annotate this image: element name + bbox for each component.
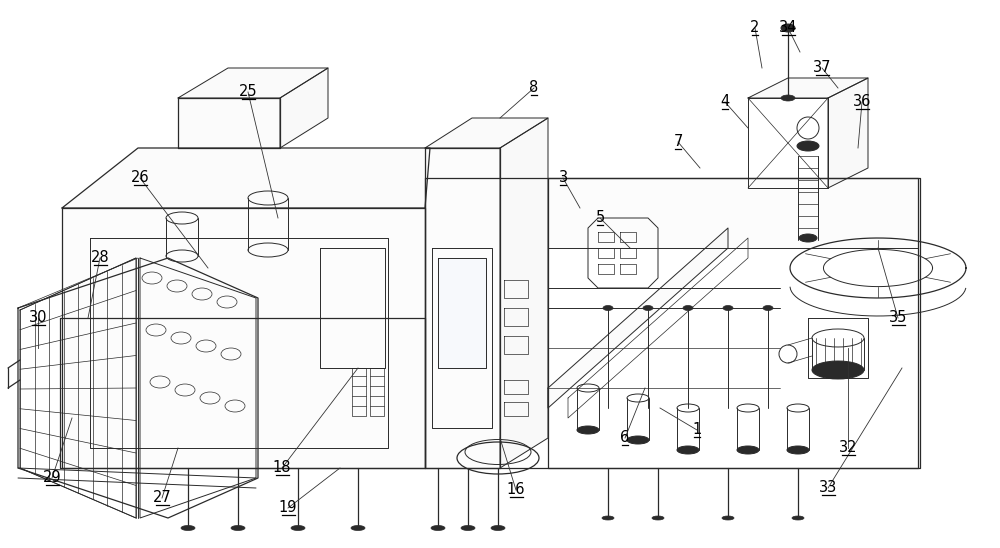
Polygon shape (62, 148, 430, 208)
Polygon shape (500, 118, 548, 468)
Polygon shape (548, 228, 728, 408)
Ellipse shape (787, 446, 809, 454)
Ellipse shape (627, 436, 649, 444)
Text: 19: 19 (279, 500, 297, 516)
Polygon shape (438, 258, 486, 368)
Ellipse shape (291, 526, 305, 530)
Text: 28: 28 (91, 250, 109, 265)
Text: 33: 33 (819, 481, 837, 495)
Text: 18: 18 (273, 460, 291, 476)
Ellipse shape (431, 526, 445, 530)
Text: 35: 35 (889, 311, 907, 326)
Ellipse shape (723, 305, 733, 311)
Text: 36: 36 (853, 94, 871, 110)
Text: 1: 1 (692, 423, 702, 437)
Text: 25: 25 (239, 84, 257, 100)
Text: 5: 5 (595, 210, 605, 225)
Text: 8: 8 (529, 81, 539, 95)
Ellipse shape (602, 516, 614, 520)
Text: 37: 37 (813, 60, 831, 76)
Text: 7: 7 (673, 134, 683, 150)
Polygon shape (828, 78, 868, 188)
Ellipse shape (683, 305, 693, 311)
Text: 26: 26 (131, 170, 149, 186)
Text: 2: 2 (750, 20, 760, 36)
Text: 27: 27 (153, 490, 171, 505)
Ellipse shape (643, 305, 653, 311)
Ellipse shape (812, 361, 864, 379)
Ellipse shape (181, 526, 195, 530)
Polygon shape (280, 68, 328, 148)
Polygon shape (62, 208, 425, 468)
Ellipse shape (491, 526, 505, 530)
Ellipse shape (797, 141, 819, 151)
Text: 34: 34 (779, 20, 797, 36)
Ellipse shape (763, 305, 773, 311)
Polygon shape (548, 178, 918, 248)
Text: 4: 4 (720, 94, 730, 110)
Ellipse shape (603, 305, 613, 311)
Ellipse shape (677, 446, 699, 454)
Text: 3: 3 (558, 170, 568, 186)
Text: 30: 30 (29, 311, 47, 326)
Polygon shape (178, 68, 328, 98)
Polygon shape (425, 118, 548, 148)
Ellipse shape (461, 526, 475, 530)
Ellipse shape (351, 526, 365, 530)
Polygon shape (425, 148, 500, 468)
Ellipse shape (781, 24, 795, 32)
Ellipse shape (652, 516, 664, 520)
Ellipse shape (231, 526, 245, 530)
Ellipse shape (722, 516, 734, 520)
Text: 29: 29 (43, 471, 61, 486)
Ellipse shape (737, 446, 759, 454)
Text: 32: 32 (839, 441, 857, 455)
Ellipse shape (781, 95, 795, 101)
Text: 6: 6 (620, 431, 630, 446)
Text: 16: 16 (507, 482, 525, 498)
Ellipse shape (799, 234, 817, 242)
Polygon shape (178, 98, 280, 148)
Polygon shape (748, 78, 868, 98)
Ellipse shape (577, 426, 599, 434)
Ellipse shape (792, 516, 804, 520)
